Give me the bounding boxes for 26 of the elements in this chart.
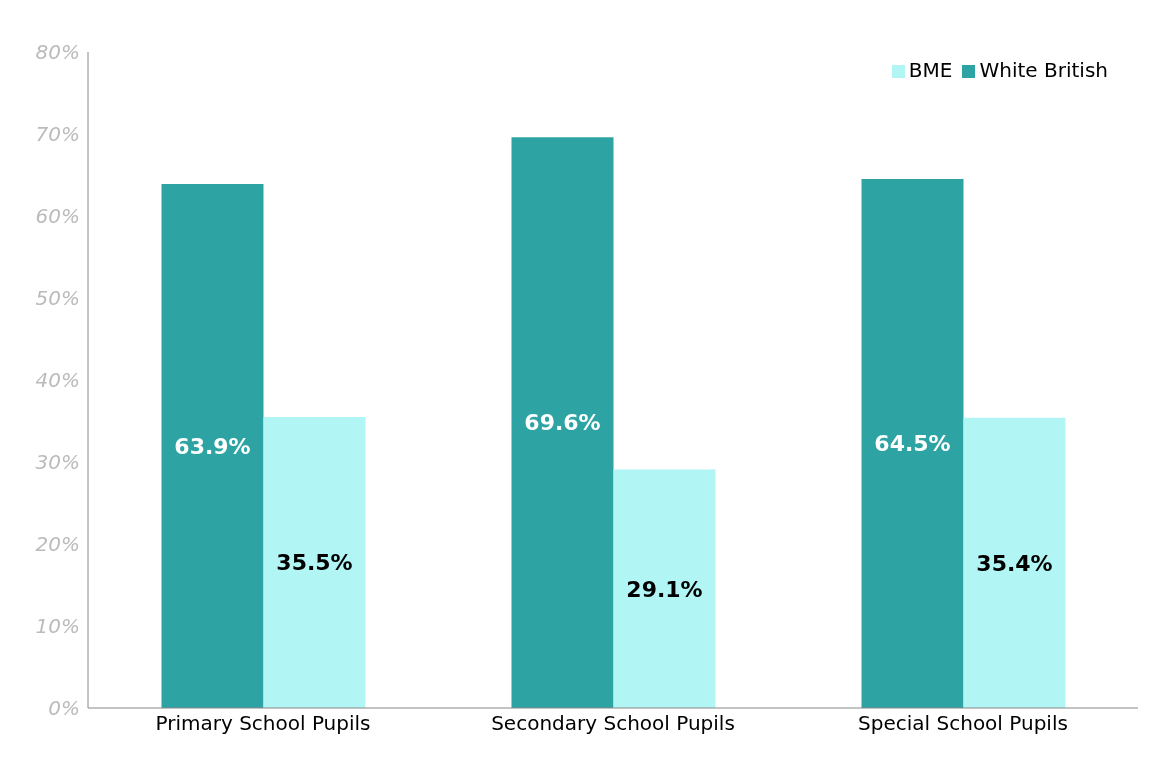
y-tick-label: 0%: [48, 696, 80, 721]
y-tick-label: 60%: [35, 204, 80, 229]
data-label: 64.5%: [874, 431, 951, 457]
x-tick-label: Secondary School Pupils: [491, 711, 735, 736]
y-tick-label: 10%: [35, 614, 80, 639]
data-label: 35.5%: [276, 550, 353, 576]
data-label: 29.1%: [626, 576, 703, 602]
bar: [861, 179, 964, 708]
bar: [263, 416, 366, 708]
y-tick-label: 50%: [35, 286, 80, 311]
bar: [511, 137, 614, 708]
data-label: 69.6%: [524, 410, 601, 436]
legend-label: White British: [979, 58, 1108, 82]
x-tick-label: Primary School Pupils: [155, 711, 371, 736]
y-tick-label: 70%: [35, 122, 80, 147]
y-tick-label: 20%: [35, 532, 80, 557]
data-label: 63.9%: [174, 433, 251, 459]
bar: [161, 184, 264, 708]
y-tick-label: 80%: [35, 40, 80, 65]
bar: [613, 469, 716, 708]
y-tick-label: 30%: [35, 450, 80, 475]
data-label: 35.4%: [976, 550, 1053, 576]
x-tick-label: Special School Pupils: [858, 711, 1068, 736]
legend-label: BME: [908, 58, 953, 82]
y-tick-label: 40%: [35, 368, 80, 393]
bar: [963, 417, 1066, 708]
